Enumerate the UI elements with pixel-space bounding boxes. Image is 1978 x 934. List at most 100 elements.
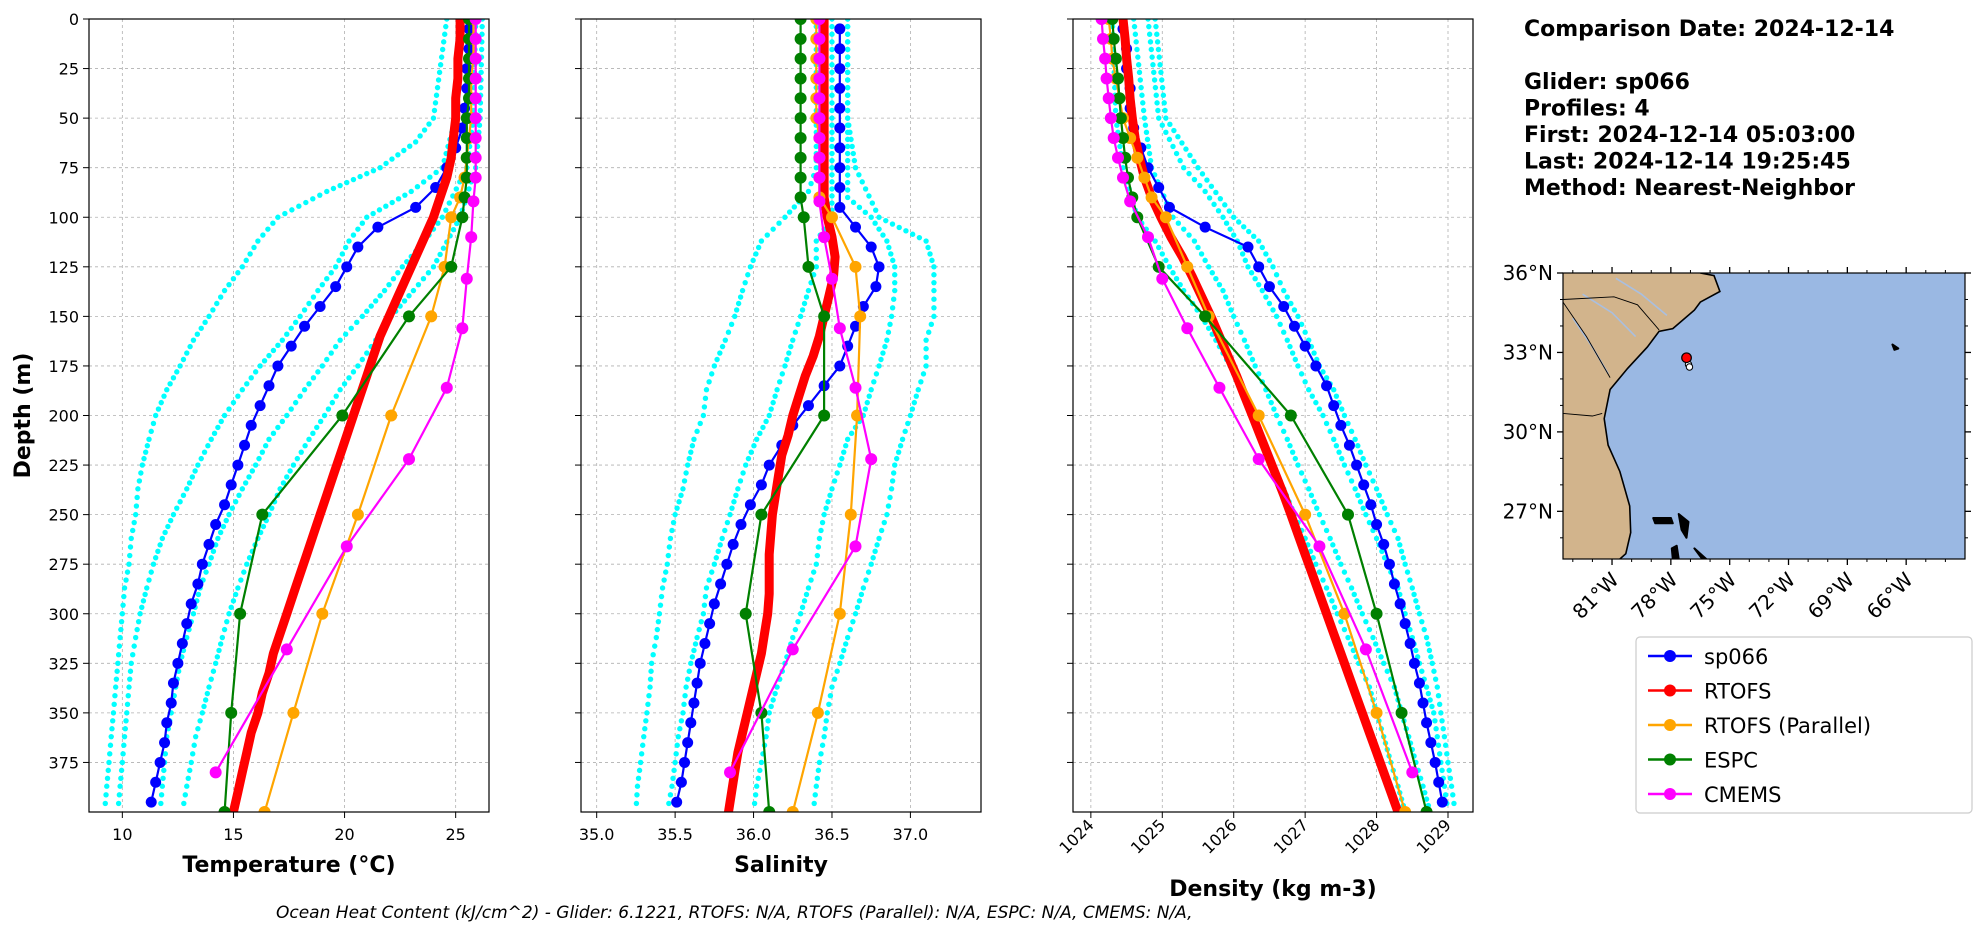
profile-point (437, 62, 444, 68)
profile-point (1333, 393, 1340, 399)
profile-point (1167, 121, 1173, 128)
profile-point (310, 430, 316, 437)
profile-point (702, 395, 709, 402)
profile-point (827, 692, 834, 699)
profile-point (251, 244, 257, 251)
profile-point (1413, 647, 1419, 654)
profile-point (279, 418, 286, 425)
series-marker (225, 706, 238, 719)
profile-point (757, 767, 763, 774)
profile-point (745, 455, 752, 462)
profile-point (790, 634, 796, 641)
series-marker (456, 122, 468, 134)
profile-point (1112, 84, 1118, 91)
profile-point (1145, 19, 1151, 22)
series-marker (802, 400, 814, 412)
profile-point (359, 313, 366, 320)
profile-point (1179, 140, 1185, 146)
profile-point (127, 552, 133, 559)
profile-point (162, 529, 168, 536)
profile-point (824, 710, 830, 716)
profile-point (650, 652, 656, 658)
profile-point (1231, 214, 1237, 220)
y-tick-label: 225 (48, 456, 79, 475)
density-x-ticks: 1024 1025 1026 1027 1028 1029 (1055, 812, 1455, 858)
profile-point (844, 23, 851, 30)
profile-point (1376, 492, 1382, 498)
profile-point (1266, 300, 1273, 307)
profile-point (1156, 115, 1162, 121)
series-marker (679, 756, 691, 768)
profile-point (205, 443, 211, 449)
info-line: Last: 2024-12-14 19:25:45 (1524, 150, 1851, 175)
series-marker (1102, 92, 1115, 105)
profile-point (696, 626, 702, 633)
profile-point (1157, 62, 1163, 68)
series-line (1118, 19, 1403, 812)
profile-point (152, 555, 159, 561)
profile-point (137, 611, 143, 617)
x-tick-label: 20 (334, 825, 354, 844)
profile-point (931, 296, 937, 302)
profile-point (795, 321, 801, 328)
profile-point (814, 552, 821, 559)
profile-point (829, 143, 835, 150)
profile-point (217, 294, 224, 300)
profile-point (724, 519, 731, 526)
profile-point (844, 436, 851, 442)
profile-point (239, 486, 246, 492)
series-marker (219, 499, 231, 511)
profile-point (1177, 281, 1183, 288)
profile-point (1211, 201, 1217, 208)
profile-point (131, 519, 137, 526)
profile-point (652, 643, 658, 649)
profile-point (863, 577, 869, 583)
profile-point (1244, 343, 1250, 350)
profile-point (1206, 325, 1212, 331)
profile-point (217, 529, 224, 536)
series-rtofs-parallel (1102, 19, 1412, 812)
profile-point (805, 585, 812, 591)
profile-point (1270, 307, 1276, 313)
profile-point (681, 701, 687, 707)
profile-point (739, 287, 746, 294)
profile-point (202, 319, 208, 326)
series-marker (1099, 52, 1112, 65)
profile-point (117, 783, 123, 789)
profile-point (218, 418, 224, 425)
profile-point (808, 180, 814, 187)
series-marker (794, 112, 807, 125)
profile-point (260, 523, 267, 530)
profile-point (805, 287, 812, 294)
profile-point (122, 726, 128, 732)
profile-point (1295, 363, 1301, 369)
series-marker (1378, 538, 1390, 550)
profile-point (159, 783, 166, 789)
profile-point (1404, 569, 1411, 575)
profile-point (1191, 176, 1198, 183)
y-tick-label: 250 (48, 506, 79, 525)
profile-point (1381, 555, 1388, 561)
profile-point (737, 478, 744, 484)
map-frame (1562, 272, 1966, 560)
profile-point (125, 692, 131, 699)
legend-entry-rtofs: RTOFS (1648, 680, 1771, 704)
series-marker (763, 806, 776, 812)
profile-point (1354, 598, 1360, 604)
profile-point (706, 577, 712, 583)
profile-point (1215, 208, 1222, 214)
profile-point (167, 381, 173, 387)
profile-point (678, 492, 684, 498)
profile-point (1166, 264, 1173, 270)
profile-point (180, 356, 187, 363)
profile-point (103, 792, 109, 798)
profile-point (1153, 23, 1159, 30)
series-marker (844, 508, 857, 521)
profile-point (876, 226, 882, 232)
profile-point (653, 634, 659, 641)
series-marker (330, 281, 342, 293)
profile-point (348, 325, 354, 331)
legend-swatch-marker (1664, 650, 1676, 662)
profile-point (770, 697, 776, 703)
profile-point (874, 542, 880, 548)
